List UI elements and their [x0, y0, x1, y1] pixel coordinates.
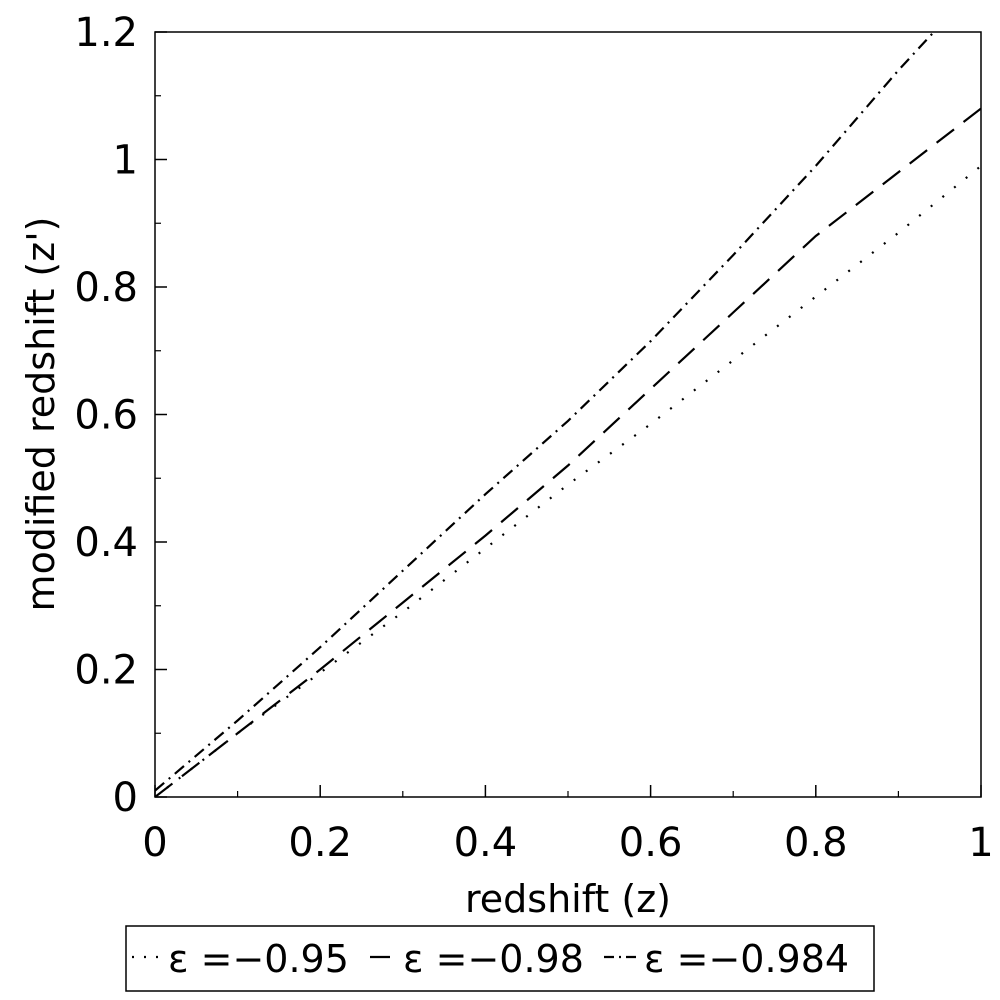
x-axis: 0 0.2 0.4 0.6 0.8 1	[142, 785, 994, 866]
series-layer	[155, 24, 981, 797]
plot-frame	[154, 31, 982, 798]
x-axis-title: redshift (z)	[465, 877, 671, 921]
series-1-point	[566, 483, 570, 487]
x-tick-label: 0.8	[784, 820, 848, 866]
x-tick-label: 1	[968, 820, 993, 866]
y-tick-label: 1	[113, 138, 138, 184]
x-tick-label: 0	[142, 820, 167, 866]
x-tick-label: 0.6	[619, 820, 683, 866]
y-tick-label: 0.6	[74, 393, 138, 439]
series-1-point	[401, 610, 405, 614]
legend: ε =−0.95 ε =−0.98 ε =−0.984	[125, 925, 875, 992]
series-1-point	[731, 358, 735, 362]
legend-label-3: ε =−0.984	[644, 937, 849, 981]
y-tick-label: 0.8	[74, 265, 138, 311]
y-axis: 0 0.2 0.4 0.6 0.8 1 1.2	[74, 10, 167, 821]
series-line-2	[155, 107, 981, 797]
series-3-point	[896, 68, 900, 72]
legend-label-1: ε =−0.95	[168, 937, 349, 981]
series-3-point	[938, 24, 942, 28]
series-2-point	[649, 387, 653, 391]
x-tick-label: 0.4	[454, 820, 518, 866]
y-tick-label: 0.2	[74, 648, 138, 694]
y-axis-title: modified redshift (z')	[19, 217, 63, 612]
legend-label-2: ε =−0.98	[403, 937, 584, 981]
x-tick-label: 0.2	[288, 820, 352, 866]
series-1-point	[483, 546, 487, 550]
series-1-point	[649, 422, 653, 426]
y-tick-label: 0	[113, 775, 138, 821]
series-line-3	[155, 32, 936, 792]
y-tick-label: 0.4	[74, 520, 138, 566]
legend-box	[125, 925, 875, 992]
y-tick-label: 1.2	[74, 10, 138, 56]
